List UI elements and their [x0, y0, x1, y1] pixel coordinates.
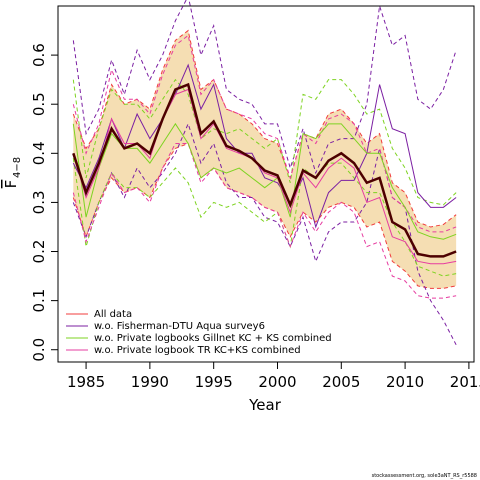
y-tick-label: 0.0: [30, 338, 48, 362]
y-tick-label: 0.2: [30, 240, 48, 264]
upper-bound: [72, 78, 457, 206]
x-tick-label: 2015: [450, 373, 480, 391]
estimate-line: [72, 82, 457, 258]
y-tick-label: 0.4: [30, 141, 48, 165]
y-axis-label: F: [2, 180, 20, 189]
y-tick-label: 0.3: [30, 190, 48, 214]
series-line: [72, 63, 457, 229]
x-tick-label: 1985: [67, 373, 105, 391]
legend-label: All data: [94, 309, 132, 320]
y-tick-label: 0.6: [30, 43, 48, 67]
upper-bound: [72, 34, 457, 233]
confidence-band: [73, 30, 457, 289]
x-tick-label: 1990: [131, 373, 169, 391]
x-tick-label: 2005: [322, 373, 360, 391]
y-axis-label-group: F 4−8: [2, 157, 23, 188]
y-tick-label: 0.1: [30, 289, 48, 313]
footer: stockassessment.org, sole3aNT_RS_r5588: [372, 473, 477, 479]
lower-bound: [72, 142, 457, 299]
legend-label: w.o. Private logbook TR KC+KS combined: [94, 345, 301, 356]
legend-label: w.o. Private logbooks Gillnet KC + KS co…: [94, 333, 332, 344]
y-tick-label: 0.5: [30, 92, 48, 116]
series-line: [72, 122, 457, 240]
plot-frame: [57, 5, 475, 363]
x-tick-label: 2010: [386, 373, 424, 391]
upper-bound: [72, 0, 457, 175]
legend-label: w.o. Fisherman-DTU Aqua survey6: [94, 321, 265, 332]
x-axis-label: Year: [248, 396, 282, 414]
x-tick-label: 2000: [258, 373, 296, 391]
x-tick-label: 1995: [195, 373, 233, 391]
y-axis-label-subscript: 4−8: [12, 157, 23, 178]
